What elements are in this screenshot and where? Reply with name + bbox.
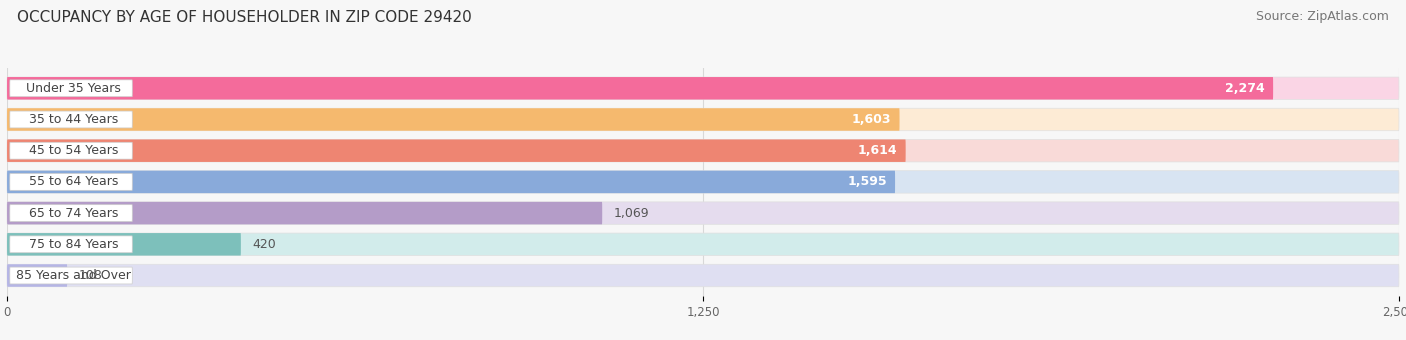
Text: Source: ZipAtlas.com: Source: ZipAtlas.com (1256, 10, 1389, 23)
FancyBboxPatch shape (7, 233, 1399, 256)
Text: 75 to 84 Years: 75 to 84 Years (30, 238, 118, 251)
FancyBboxPatch shape (10, 173, 132, 190)
FancyBboxPatch shape (10, 80, 132, 97)
FancyBboxPatch shape (7, 139, 1399, 162)
Text: 85 Years and Over: 85 Years and Over (17, 269, 131, 282)
FancyBboxPatch shape (10, 111, 132, 128)
FancyBboxPatch shape (7, 264, 1399, 287)
Text: 65 to 74 Years: 65 to 74 Years (30, 207, 118, 220)
Text: 1,614: 1,614 (858, 144, 897, 157)
Text: 35 to 44 Years: 35 to 44 Years (30, 113, 118, 126)
FancyBboxPatch shape (7, 264, 67, 287)
Text: 1,069: 1,069 (613, 207, 650, 220)
FancyBboxPatch shape (7, 139, 905, 162)
FancyBboxPatch shape (7, 171, 1399, 193)
FancyBboxPatch shape (7, 202, 1399, 224)
Text: 108: 108 (79, 269, 103, 282)
Text: Under 35 Years: Under 35 Years (27, 82, 121, 95)
Text: 2,274: 2,274 (1225, 82, 1265, 95)
FancyBboxPatch shape (7, 108, 1399, 131)
FancyBboxPatch shape (7, 171, 896, 193)
FancyBboxPatch shape (10, 142, 132, 159)
FancyBboxPatch shape (7, 77, 1399, 100)
FancyBboxPatch shape (7, 233, 240, 256)
Text: 55 to 64 Years: 55 to 64 Years (30, 175, 118, 188)
Text: 1,595: 1,595 (846, 175, 887, 188)
Text: 45 to 54 Years: 45 to 54 Years (30, 144, 118, 157)
FancyBboxPatch shape (7, 202, 602, 224)
Text: OCCUPANCY BY AGE OF HOUSEHOLDER IN ZIP CODE 29420: OCCUPANCY BY AGE OF HOUSEHOLDER IN ZIP C… (17, 10, 471, 25)
FancyBboxPatch shape (10, 267, 132, 284)
FancyBboxPatch shape (7, 77, 1274, 100)
FancyBboxPatch shape (7, 108, 900, 131)
Text: 1,603: 1,603 (852, 113, 891, 126)
Text: 420: 420 (252, 238, 276, 251)
FancyBboxPatch shape (10, 236, 132, 253)
FancyBboxPatch shape (10, 205, 132, 222)
